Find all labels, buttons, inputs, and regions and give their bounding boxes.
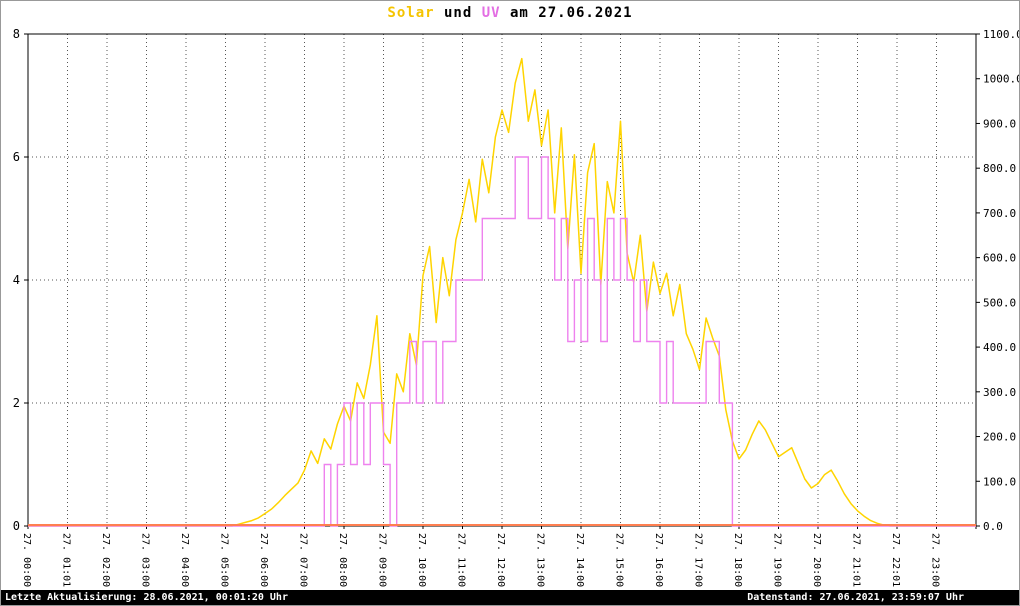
x-axis-tick-label: 27. 12:00 (495, 533, 506, 587)
axis-ticks (24, 33, 980, 529)
right-axis-tick-label: 1100.0 (983, 28, 1020, 41)
x-axis-tick-label: 27. 05:00 (219, 533, 230, 587)
right-axis-tick-label: 0.0 (983, 520, 1003, 533)
x-axis-tick-label: 27. 17:00 (693, 533, 704, 587)
title-date-text: am 27.06.2021 (500, 5, 633, 21)
chart-title: Solar und UV am 27.06.2021 (1, 5, 1019, 21)
status-bar: Letzte Aktualisierung: 28.06.2021, 00:01… (1, 590, 1019, 605)
left-axis-tick-label: 6 (13, 150, 20, 164)
x-axis-tick-label: 27. 15:00 (614, 533, 625, 587)
right-axis-tick-label: 400.0 (983, 341, 1016, 354)
left-axis-tick-label: 4 (13, 273, 20, 287)
right-axis-tick-label: 1000.0 (983, 73, 1020, 86)
right-axis-labels: 0.0 100.0 200.0 300.0 400.0 500.0 600.0 700.0 80… (983, 28, 1020, 533)
grid-lines (28, 34, 976, 526)
x-axis-tick-label: 27. 16:00 (653, 533, 664, 587)
left-axis-tick-label: 2 (13, 396, 20, 410)
right-axis-tick-label: 800.0 (983, 162, 1016, 175)
right-axis-tick-label: 600.0 (983, 252, 1016, 265)
x-axis-tick-label: 27. 07:00 (298, 533, 309, 587)
x-axis-tick-label: 27. 11:00 (456, 533, 467, 587)
title-solar-label: Solar (387, 5, 435, 21)
last-update-text: Letzte Aktualisierung: 28.06.2021, 00:01… (5, 592, 288, 603)
x-axis-tick-label: 27. 10:00 (416, 533, 427, 587)
x-axis-tick-label: 27. 00:00 (21, 533, 32, 587)
right-axis-tick-label: 700.0 (983, 207, 1016, 220)
left-axis-tick-label: 0 (13, 519, 20, 533)
plot-border (27, 33, 977, 527)
title-und-text: und (434, 5, 482, 21)
right-axis-tick-label: 500.0 (983, 296, 1016, 309)
x-axis-tick-label: 27. 06:00 (258, 533, 269, 587)
x-axis-tick-label: 27. 21:01 (851, 533, 862, 587)
data-state-text: Datenstand: 27.06.2021, 23:59:07 Uhr (747, 592, 964, 603)
left-axis-tick-label: 8 (13, 27, 20, 41)
x-axis-tick-label: 27. 08:00 (337, 533, 348, 587)
x-axis-tick-label: 27. 04:00 (179, 533, 190, 587)
right-axis-tick-label: 900.0 (983, 117, 1016, 130)
right-axis-tick-label: 100.0 (983, 475, 1016, 488)
x-axis-tick-label: 27. 23:00 (930, 533, 941, 587)
right-axis-tick-label: 300.0 (983, 386, 1016, 399)
right-axis-tick-label: 200.0 (983, 431, 1016, 444)
x-axis-tick-label: 27. 09:00 (377, 533, 388, 587)
left-axis-labels: 0 2 4 6 8 (13, 27, 20, 533)
title-uv-label: UV (481, 5, 501, 21)
x-axis-tick-label: 27. 13:00 (535, 533, 546, 587)
plot-area: 0 2 4 6 8 0.0 100.0 200.0 300.0 400.0 500.0 600.0 70… (13, 27, 1020, 587)
x-axis-tick-label: 27. 19:00 (772, 533, 783, 587)
x-axis-tick-label: 27. 14:00 (574, 533, 585, 587)
x-axis-tick-label: 27. 03:00 (140, 533, 151, 587)
x-axis-tick-label: 27. 02:00 (100, 533, 111, 587)
x-axis-labels: 27. 00:00 27. 01:01 27. 02:00 27. 03:00 27. … (21, 533, 941, 587)
solar-series-line (28, 57, 976, 527)
x-axis-tick-label: 27. 20:00 (811, 533, 822, 587)
x-axis-tick-label: 27. 01:01 (61, 533, 72, 587)
x-axis-tick-label: 27. 18:00 (732, 533, 743, 587)
x-axis-tick-label: 27. 22:01 (890, 533, 901, 587)
